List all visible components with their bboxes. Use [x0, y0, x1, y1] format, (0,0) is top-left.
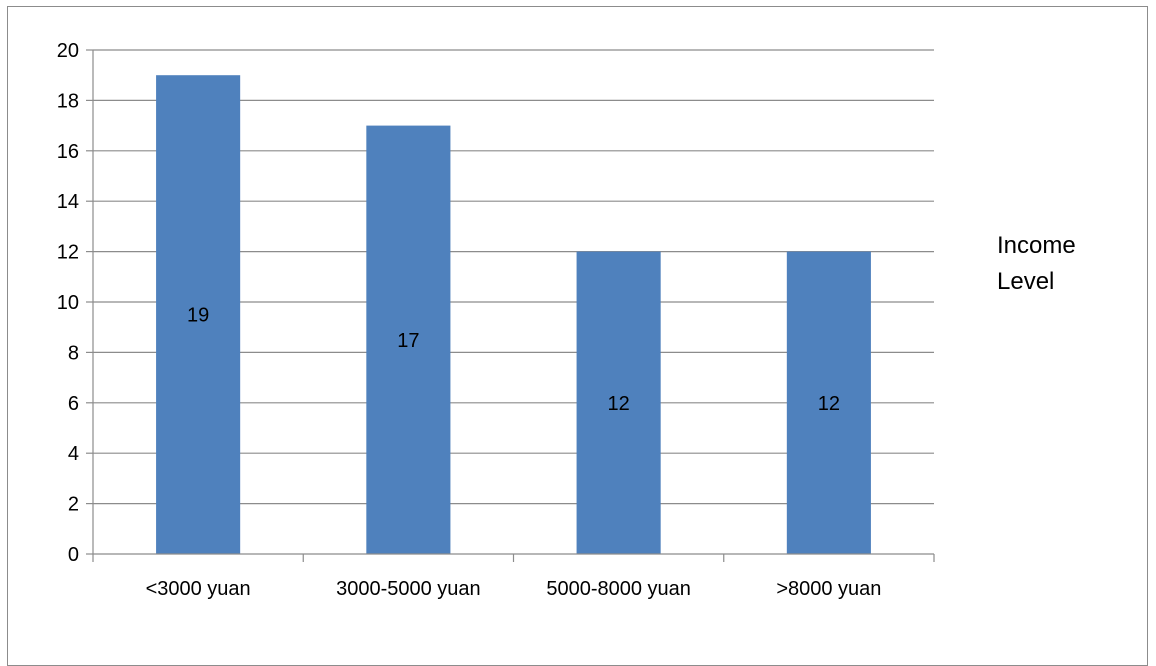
bar: [156, 75, 241, 554]
y-tick-label: 12: [57, 242, 79, 264]
y-tick-label: 0: [68, 544, 79, 566]
y-tick-label: 4: [68, 443, 79, 465]
legend: Income Level: [997, 232, 1076, 295]
y-tick-label: 6: [68, 393, 79, 415]
bar-chart: 0 2 4 6 8 10 12 14 16 18 20 19 <3000 yuan 17 3000-5000…: [57, 40, 1076, 600]
y-tick-label: 2: [68, 494, 79, 516]
labels: 0 2 4 6 8 10 12 14 16 18 20 19 <3000 yuan 17 3000-5000…: [57, 40, 882, 600]
data-label: 12: [608, 393, 630, 415]
y-tick-label: 20: [57, 40, 79, 62]
data-label: 12: [818, 393, 840, 415]
y-tick-label: 18: [57, 90, 79, 112]
bar: [786, 251, 871, 554]
data-label: 17: [397, 330, 419, 352]
x-category-label: 5000-8000 yuan: [546, 578, 691, 600]
bars: [156, 75, 871, 554]
bar: [576, 251, 661, 554]
axes: [86, 49, 935, 562]
data-label: 19: [187, 305, 209, 327]
y-tick-label: 16: [57, 141, 79, 163]
bar: [366, 125, 451, 554]
x-category-label: <3000 yuan: [146, 578, 251, 600]
y-tick-label: 14: [57, 191, 79, 213]
x-category-label: >8000 yuan: [776, 578, 881, 600]
legend-label-line-1: Income: [997, 232, 1076, 259]
y-tick-label: 8: [68, 342, 79, 364]
x-category-label: 3000-5000 yuan: [336, 578, 481, 600]
y-tick-label: 10: [57, 292, 79, 314]
legend-label-line-2: Level: [997, 268, 1054, 295]
